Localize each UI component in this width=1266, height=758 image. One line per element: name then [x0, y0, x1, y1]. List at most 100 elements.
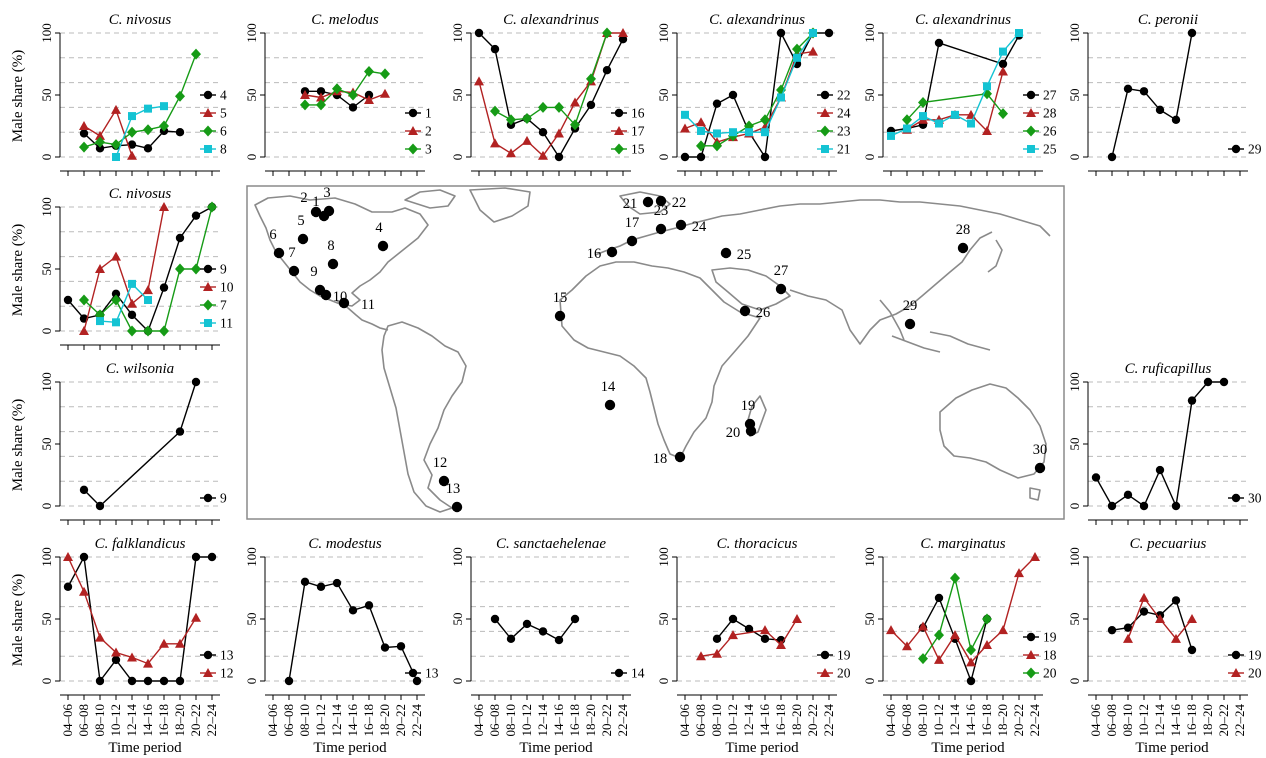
- legend-marker: [1026, 667, 1036, 679]
- map-site-3: 3: [323, 185, 335, 217]
- legend-marker: [204, 145, 212, 153]
- data-point: [918, 621, 928, 631]
- data-point: [998, 66, 1008, 76]
- map-site-2: 2: [300, 190, 322, 218]
- site-label: 15: [553, 290, 568, 306]
- data-point: [776, 640, 786, 650]
- x-tick-label: 10–12: [519, 704, 534, 737]
- y-tick-label: 0: [39, 503, 54, 510]
- site-marker: [320, 289, 332, 301]
- site-marker: [655, 195, 667, 207]
- site-marker: [554, 310, 566, 322]
- legend-label: 10: [220, 280, 234, 295]
- map-site-15: 15: [553, 290, 568, 322]
- series-line: [83, 108, 133, 157]
- data-point: [143, 658, 153, 668]
- series-3: [300, 65, 390, 111]
- x-tick-label: 18–20: [583, 704, 598, 737]
- legend-entry: 20: [1023, 666, 1057, 681]
- legend-entry: 5: [200, 106, 227, 121]
- series-25: [887, 29, 1023, 140]
- legend-entry: 23: [817, 124, 851, 139]
- data-point: [1139, 607, 1149, 616]
- data-point: [316, 92, 326, 102]
- y-tick-label: 100: [244, 23, 259, 43]
- series-12: [63, 552, 201, 668]
- data-point: [1123, 490, 1133, 500]
- panel-title: C. pecuarius: [1130, 536, 1207, 552]
- data-point: [111, 104, 121, 114]
- panel-title: C. alexandrinus: [915, 12, 1011, 28]
- data-point: [95, 144, 105, 153]
- map-site-11: 11: [338, 297, 375, 313]
- y-tick-label: 0: [862, 678, 877, 685]
- x-tick-label: 22–24: [615, 704, 630, 737]
- legend-label: 15: [631, 142, 645, 157]
- map-site-27: 27: [774, 263, 788, 295]
- legend-entry: 27: [1023, 88, 1057, 103]
- legend-label: 13: [220, 648, 234, 663]
- data-point: [1123, 623, 1133, 632]
- data-point: [111, 289, 121, 298]
- map-site-14: 14: [601, 379, 616, 411]
- site-marker: [438, 475, 450, 487]
- data-point: [207, 552, 217, 562]
- x-tick-label: 18–20: [995, 704, 1010, 737]
- y-tick-label: 50: [862, 613, 877, 626]
- legend-entry: 1: [405, 106, 432, 121]
- x-tick-label: 20–22: [1216, 704, 1231, 737]
- data-point: [1107, 152, 1117, 162]
- series-line: [115, 105, 165, 158]
- legend-entry: 10: [200, 280, 234, 295]
- legend-label: 25: [1043, 142, 1057, 157]
- data-point: [95, 501, 105, 511]
- data-point: [950, 630, 960, 640]
- legend-marker: [1027, 145, 1035, 153]
- series-line: [67, 206, 213, 333]
- data-point: [175, 233, 185, 243]
- legend-entry: 20: [1228, 666, 1262, 681]
- y-axis-label-row4: Male share (%): [10, 574, 26, 666]
- data-point: [934, 38, 944, 48]
- site-label: 22: [672, 195, 687, 211]
- legend-entry: 7: [200, 298, 227, 313]
- legend-label: 30: [1248, 491, 1262, 506]
- x-axis-label-3: Time period: [519, 740, 593, 756]
- site-marker: [297, 233, 309, 245]
- panel-title: C. marginatus: [920, 536, 1005, 552]
- x-tick-label: 06–08: [281, 704, 296, 737]
- data-point: [127, 140, 137, 149]
- data-point: [1139, 501, 1149, 511]
- panel-2: C. melodus 0 50 100 1 2 3: [244, 12, 432, 176]
- x-tick-label: 16–18: [979, 704, 994, 737]
- legend-label: 13: [425, 666, 439, 681]
- data-point: [490, 138, 500, 148]
- legend-label: 24: [837, 106, 851, 121]
- map-site-25: 25: [720, 247, 751, 263]
- data-point: [680, 123, 690, 133]
- site-marker: [451, 501, 463, 513]
- site-label: 23: [654, 203, 669, 219]
- y-tick-label: 0: [1067, 678, 1082, 685]
- data-point: [316, 87, 326, 96]
- x-tick-label: 20–22: [599, 704, 614, 737]
- x-tick-label: 08–10: [709, 704, 724, 737]
- panel-1: C. nivosus 0 50 100 4 5 6 8: [39, 12, 227, 176]
- legend-label: 5: [220, 106, 227, 121]
- legend-label: 29: [1248, 142, 1262, 157]
- series-22: [680, 28, 834, 162]
- y-tick-label: 50: [656, 613, 671, 626]
- y-tick-label: 0: [244, 678, 259, 685]
- y-tick-label: 50: [1067, 613, 1082, 626]
- y-tick-label: 0: [1067, 503, 1082, 510]
- y-tick-label: 0: [1067, 154, 1082, 161]
- series-13: [63, 552, 217, 686]
- y-tick-label: 100: [656, 547, 671, 567]
- x-axis-label-5: Time period: [931, 740, 1005, 756]
- data-point: [918, 96, 928, 108]
- series-20: [918, 572, 992, 665]
- data-point: [918, 653, 928, 665]
- legend-label: 8: [220, 142, 227, 157]
- data-point: [143, 144, 153, 153]
- data-point: [396, 642, 406, 651]
